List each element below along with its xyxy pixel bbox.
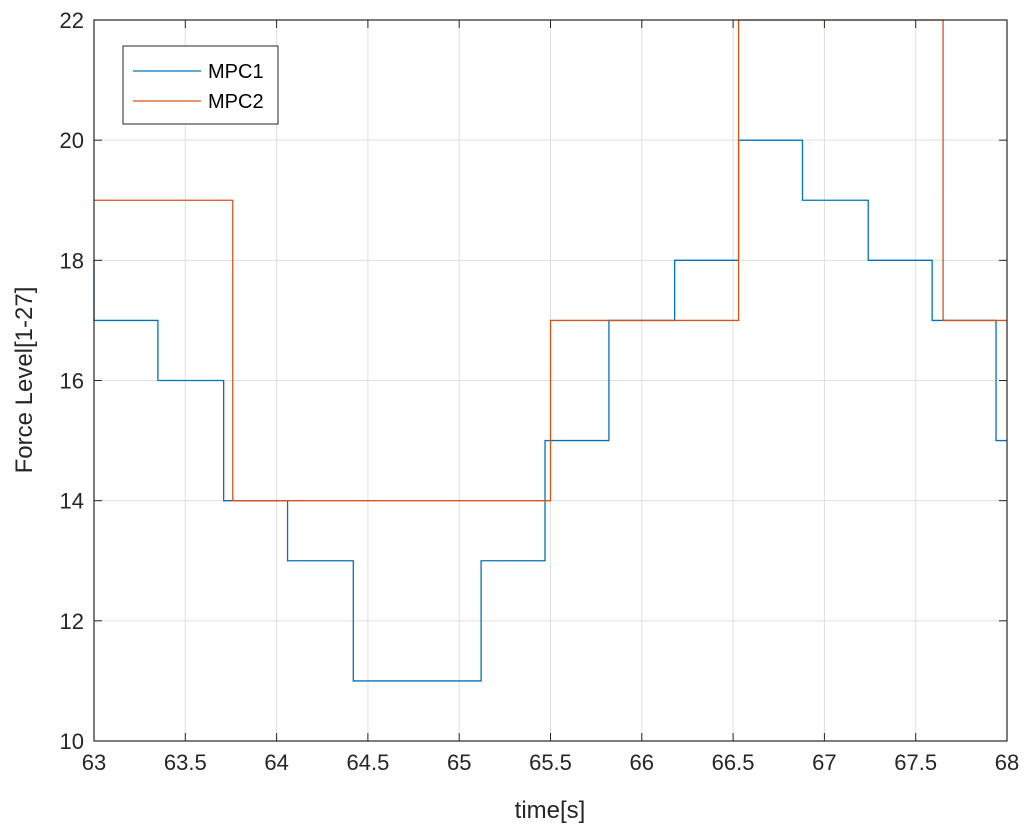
x-tick-label: 64.5 (346, 750, 389, 775)
y-tick-label: 18 (60, 248, 84, 273)
y-tick-label: 14 (60, 489, 84, 514)
series-group (93, 19, 1007, 682)
x-tick-label: 63 (82, 750, 106, 775)
series-line-mpc1 (93, 139, 1007, 682)
x-tick-label: 66 (630, 750, 654, 775)
x-tick-label: 68 (995, 750, 1019, 775)
y-tick-label: 22 (60, 8, 84, 33)
y-tick-label: 16 (60, 369, 84, 394)
y-tick-label: 10 (60, 729, 84, 754)
legend-label-mpc1: MPC1 (208, 61, 264, 83)
x-tick-label: 64 (264, 750, 288, 775)
legend-label-mpc2: MPC2 (208, 91, 264, 113)
x-tick-label: 65.5 (529, 750, 572, 775)
series-line-mpc2 (94, 19, 1007, 502)
y-tick-label: 12 (60, 609, 84, 634)
legend: MPC1 MPC2 (122, 45, 279, 125)
axis-ticks: 63 63.5 64 64.5 65 65.5 66 66.5 67 67.5 68 10 12 14 16… (60, 8, 1020, 775)
x-tick-label: 65 (447, 750, 471, 775)
legend-box (122, 45, 279, 125)
y-axis-label: Force Level[1-27] (11, 287, 38, 474)
x-axis-label: time[s] (515, 797, 586, 824)
x-tick-label: 67.5 (894, 750, 937, 775)
x-tick-label: 66.5 (712, 750, 755, 775)
x-tick-label: 67 (812, 750, 836, 775)
x-tick-label: 63.5 (164, 750, 207, 775)
y-tick-label: 20 (60, 128, 84, 153)
